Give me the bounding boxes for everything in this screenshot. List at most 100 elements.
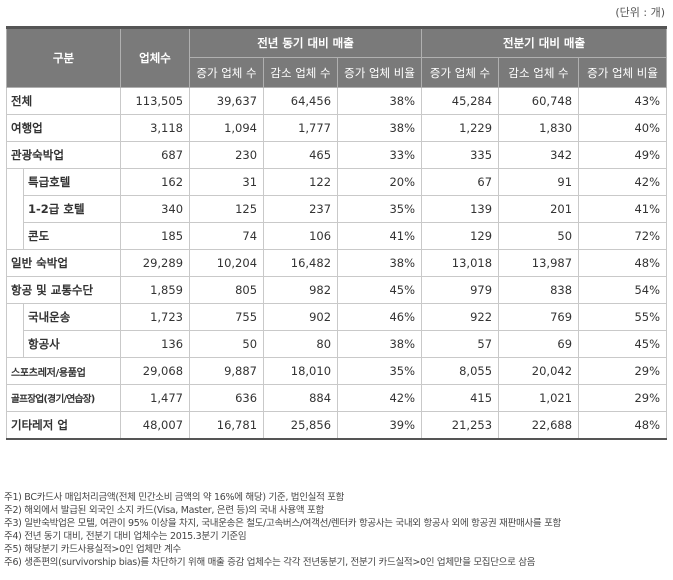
table-row: 여행업 3,118 1,094 1,777 38% 1,229 1,830 40…	[5, 114, 668, 142]
row-label: 여행업	[5, 114, 122, 142]
cell-yoy-dec: 465	[263, 141, 339, 169]
cell-yoy-ratio: 38%	[337, 87, 423, 115]
footnote: 주4) 전년 동기 대비, 전분기 대비 업체수는 2015.3분기 기준임	[4, 530, 247, 542]
cell-qoq-ratio: 29%	[578, 357, 668, 385]
cell-qoq-ratio: 55%	[578, 303, 668, 331]
cell-qoq-inc: 979	[421, 276, 500, 304]
cell-qoq-dec: 769	[498, 303, 580, 331]
cell-yoy-inc: 39,637	[189, 87, 265, 115]
cell-qoq-dec: 838	[498, 276, 580, 304]
table-row: 항공 및 교통수단 1,859 805 982 45% 979 838 54%	[5, 276, 668, 304]
header-yoy-ratio: 증가 업체 비율	[337, 57, 423, 88]
cell-yoy-inc: 9,887	[189, 357, 265, 385]
cell-qoq-dec: 22,688	[498, 411, 580, 440]
row-label: 특급호텔	[22, 168, 122, 196]
cell-yoy-ratio: 38%	[337, 114, 423, 142]
cell-qoq-dec: 69	[498, 330, 580, 358]
table-row: 1-2급 호텔 340 125 237 35% 139 201 41%	[6, 195, 668, 223]
cell-qoq-inc: 335	[421, 141, 500, 169]
cell-total: 3,118	[120, 114, 191, 142]
cell-total: 29,289	[120, 249, 191, 277]
cell-qoq-ratio: 29%	[578, 384, 668, 412]
cell-yoy-dec: 122	[263, 168, 339, 196]
cell-qoq-dec: 13,987	[498, 249, 580, 277]
header-yoy-inc: 증가 업체 수	[189, 57, 265, 88]
cell-qoq-dec: 1,021	[498, 384, 580, 412]
footnote: 주6) 생존편의(survivorship bias)를 차단하기 위해 매출 …	[4, 556, 536, 568]
cell-yoy-ratio: 35%	[337, 195, 423, 223]
cell-yoy-ratio: 39%	[337, 411, 423, 440]
cell-total: 136	[120, 330, 191, 358]
cell-qoq-ratio: 45%	[578, 330, 668, 358]
cell-total: 113,505	[120, 87, 191, 115]
indent-spacer	[6, 303, 24, 358]
table-row: 관광숙박업 687 230 465 33% 335 342 49%	[5, 141, 668, 169]
cell-qoq-ratio: 43%	[578, 87, 668, 115]
cell-yoy-dec: 237	[263, 195, 339, 223]
cell-total: 340	[120, 195, 191, 223]
cell-total: 48,007	[120, 411, 191, 440]
cell-yoy-dec: 884	[263, 384, 339, 412]
cell-qoq-inc: 13,018	[421, 249, 500, 277]
table-row: 골프장업(경기/연습장) 1,477 636 884 42% 415 1,021…	[5, 384, 668, 412]
cell-qoq-inc: 129	[421, 222, 500, 250]
row-label: 국내운송	[22, 303, 122, 331]
header-yoy-group: 전년 동기 대비 매출	[189, 26, 423, 58]
header-qoq-inc: 증가 업체 수	[421, 57, 500, 88]
header-category: 구분	[5, 26, 122, 88]
row-label: 항공사	[22, 330, 122, 358]
row-label: 관광숙박업	[5, 141, 122, 169]
cell-qoq-ratio: 54%	[578, 276, 668, 304]
sales-table: 구분 업체수 전년 동기 대비 매출 전분기 대비 매출 증가 업체 수 감소 …	[5, 26, 668, 440]
cell-qoq-ratio: 40%	[578, 114, 668, 142]
cell-yoy-inc: 755	[189, 303, 265, 331]
header-yoy-dec: 감소 업체 수	[263, 57, 339, 88]
cell-yoy-ratio: 33%	[337, 141, 423, 169]
cell-qoq-dec: 201	[498, 195, 580, 223]
cell-qoq-inc: 57	[421, 330, 500, 358]
cell-yoy-inc: 16,781	[189, 411, 265, 440]
cell-qoq-inc: 139	[421, 195, 500, 223]
row-label: 기타레저 업	[5, 411, 122, 440]
cell-yoy-dec: 80	[263, 330, 339, 358]
cell-qoq-dec: 50	[498, 222, 580, 250]
cell-total: 162	[120, 168, 191, 196]
table-row: 콘도 185 74 106 41% 129 50 72%	[6, 222, 668, 250]
cell-yoy-inc: 31	[189, 168, 265, 196]
cell-yoy-inc: 1,094	[189, 114, 265, 142]
cell-qoq-dec: 60,748	[498, 87, 580, 115]
cell-yoy-dec: 902	[263, 303, 339, 331]
table-row: 전체 113,505 39,637 64,456 38% 45,284 60,7…	[5, 87, 668, 115]
header-businesses: 업체수	[120, 26, 191, 88]
header-qoq-group: 전분기 대비 매출	[421, 26, 668, 58]
cell-total: 29,068	[120, 357, 191, 385]
cell-qoq-inc: 67	[421, 168, 500, 196]
cell-yoy-ratio: 20%	[337, 168, 423, 196]
cell-qoq-dec: 342	[498, 141, 580, 169]
cell-yoy-dec: 18,010	[263, 357, 339, 385]
cell-yoy-ratio: 45%	[337, 276, 423, 304]
cell-total: 1,723	[120, 303, 191, 331]
cell-qoq-inc: 415	[421, 384, 500, 412]
unit-label: (단위 : 개)	[615, 6, 665, 19]
cell-qoq-inc: 8,055	[421, 357, 500, 385]
row-label: 골프장업(경기/연습장)	[5, 384, 122, 412]
cell-qoq-dec: 20,042	[498, 357, 580, 385]
cell-total: 687	[120, 141, 191, 169]
cell-yoy-ratio: 38%	[337, 330, 423, 358]
row-label: 1-2급 호텔	[22, 195, 122, 223]
row-label: 콘도	[22, 222, 122, 250]
table-row: 기타레저 업 48,007 16,781 25,856 39% 21,253 2…	[5, 411, 668, 440]
cell-yoy-ratio: 35%	[337, 357, 423, 385]
cell-total: 185	[120, 222, 191, 250]
cell-yoy-dec: 16,482	[263, 249, 339, 277]
cell-qoq-ratio: 49%	[578, 141, 668, 169]
cell-yoy-inc: 125	[189, 195, 265, 223]
row-label: 스포츠레저/용품업	[5, 357, 122, 385]
cell-yoy-dec: 982	[263, 276, 339, 304]
cell-yoy-dec: 1,777	[263, 114, 339, 142]
cell-qoq-inc: 922	[421, 303, 500, 331]
footnote: 주5) 해당분기 카드사용실적>0인 업체만 계수	[4, 543, 181, 555]
cell-yoy-inc: 10,204	[189, 249, 265, 277]
row-label: 전체	[5, 87, 122, 115]
